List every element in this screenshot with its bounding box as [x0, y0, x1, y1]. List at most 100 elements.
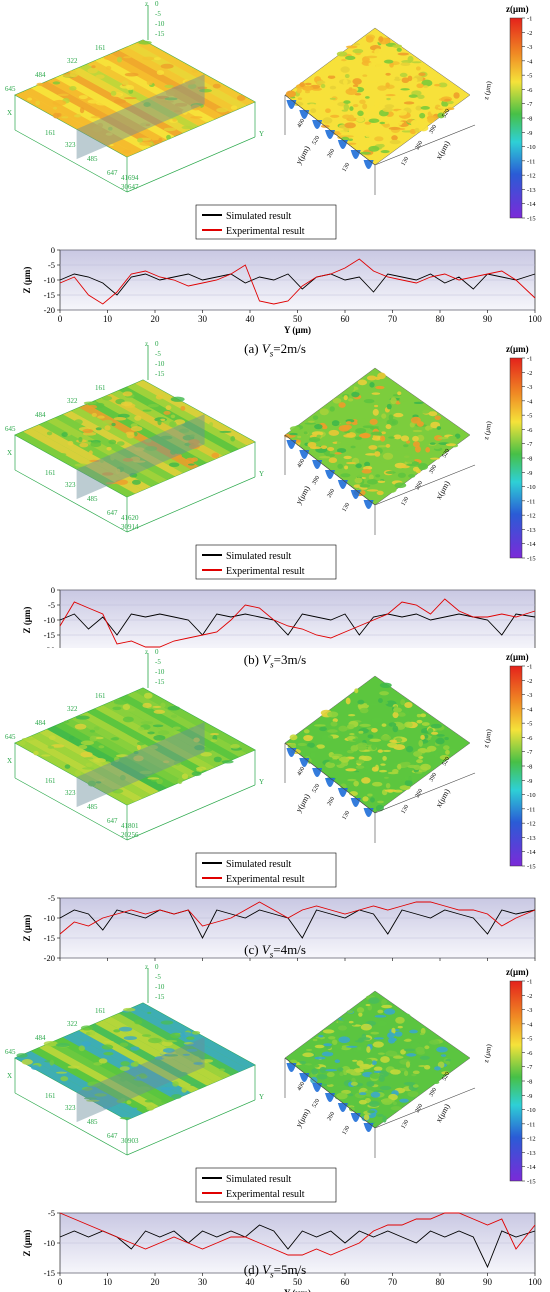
surface-speckle: [420, 1027, 426, 1035]
surface-speckle: [352, 771, 361, 776]
x-tick-label: 80: [436, 962, 446, 963]
surface-speckle: [431, 731, 439, 735]
right-x-tick: 260: [415, 1103, 425, 1114]
surface-speckle: [384, 104, 395, 109]
surface-speckle: [145, 446, 158, 452]
surface-speckle: [362, 74, 368, 77]
surface-speckle: [133, 460, 146, 463]
surface-speckle: [181, 125, 193, 130]
left-axis-label: 645: [5, 1048, 16, 1056]
surface-stripe: [95, 1020, 215, 1086]
colorbar-tick-label: -1: [527, 979, 532, 986]
surface-speckle: [180, 405, 186, 411]
box-edge: [374, 464, 476, 506]
y-tick-label: -10: [44, 913, 55, 923]
surface-speckle: [407, 1036, 419, 1040]
surface-speckle: [75, 715, 90, 720]
surface-speckle: [381, 723, 387, 727]
surface-speckle: [348, 713, 356, 717]
x-tick-label: 70: [388, 1277, 398, 1287]
surface-speckle: [87, 780, 96, 787]
colorbar-tick-label: -3: [527, 44, 532, 51]
surface-speckle: [410, 1041, 421, 1049]
surface-speckle: [386, 97, 391, 101]
surface-speckle: [439, 755, 450, 760]
surface-speckle: [116, 56, 123, 63]
left-axis-label: 647: [107, 1132, 118, 1140]
surface-dip: [350, 150, 361, 159]
surface-speckle: [163, 410, 171, 415]
surface-speckle: [110, 737, 119, 741]
surface-speckle: [388, 414, 394, 421]
colorbar-tick-label: -13: [527, 1150, 536, 1157]
legend-label-simulated: Simulated result: [226, 211, 291, 222]
surface-stripe: [23, 88, 143, 154]
colorbar-tick-label: -3: [527, 384, 532, 391]
surface-speckle: [80, 751, 93, 758]
surface-speckle: [361, 469, 372, 474]
surface-speckle: [327, 729, 338, 733]
surface-speckle: [386, 56, 394, 60]
surface-speckle: [385, 471, 396, 474]
surface-speckle: [321, 734, 334, 742]
right-x-tick: 520: [442, 448, 452, 459]
surface-speckle: [338, 1036, 351, 1044]
surface-speckle: [190, 104, 201, 111]
x-tick-label: 50: [293, 1277, 303, 1287]
left-axis-label: 485: [87, 803, 98, 811]
caption-label: (c): [244, 942, 262, 957]
surface-speckle: [190, 116, 203, 119]
surface-speckle: [120, 401, 133, 407]
figure-caption-c: (c) Vs=4m/s: [0, 942, 550, 960]
surface-speckle: [336, 51, 348, 57]
surface-speckle: [49, 735, 56, 741]
surface-speckle: [122, 391, 133, 397]
surface-speckle: [426, 745, 437, 752]
right-x-tick: 260: [415, 788, 425, 799]
colorbar-tick-label: -15: [527, 864, 536, 871]
surface-speckle: [445, 1059, 451, 1062]
surface-speckle: [370, 431, 383, 436]
y-tick-label: -20: [44, 953, 55, 963]
left-axis-label: -15: [155, 30, 165, 38]
surface-speckle: [382, 755, 387, 761]
surface-speckle: [310, 752, 316, 758]
surface-speckle: [378, 698, 383, 704]
surface-speckle: [400, 465, 410, 469]
surface-speckle: [366, 80, 378, 84]
surface-speckle: [361, 1033, 367, 1040]
surface-speckle: [369, 105, 380, 113]
left-axis-label: -5: [155, 10, 161, 18]
surface-speckle: [366, 703, 379, 706]
surface-speckle: [436, 734, 445, 737]
surface-speckle: [389, 139, 401, 145]
surface-speckle: [349, 733, 355, 736]
surface-speckle: [340, 1017, 351, 1021]
surface-speckle: [437, 106, 449, 110]
surface-stripe: [15, 1054, 135, 1120]
surface-speckle: [119, 1077, 127, 1082]
surface-speckle: [345, 45, 358, 49]
surface-speckle: [365, 96, 370, 99]
surface-stripe: [47, 725, 167, 792]
surface-speckle: [297, 435, 302, 439]
surface-speckle: [434, 1066, 441, 1071]
surface-speckle: [434, 751, 439, 758]
surface-speckle: [428, 411, 438, 417]
surface-speckle: [69, 86, 77, 91]
colorbar-tick-label: -13: [527, 187, 536, 194]
surface-speckle: [423, 1065, 431, 1070]
surface-dip: [325, 1093, 335, 1102]
surface-speckle: [74, 419, 83, 425]
surface-speckle: [307, 420, 315, 423]
surface-speckle: [333, 750, 346, 755]
surface-speckle: [388, 436, 395, 439]
x-tick-label: 30: [198, 1277, 208, 1287]
surface-speckle: [157, 730, 170, 735]
left-axis-label: -15: [155, 370, 165, 378]
surface-speckle: [381, 1004, 393, 1009]
surface-speckle: [82, 767, 95, 770]
surface-speckle: [444, 98, 451, 102]
plot-area: [59, 589, 536, 648]
surface-speckle: [102, 419, 113, 425]
